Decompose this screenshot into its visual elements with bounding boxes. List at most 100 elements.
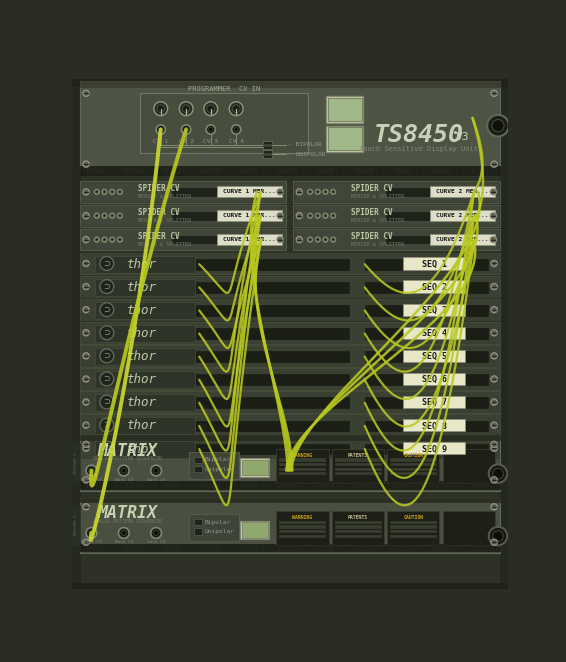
- Bar: [335, 534, 381, 537]
- Circle shape: [110, 189, 114, 194]
- Circle shape: [488, 465, 507, 483]
- Bar: [274, 482, 276, 489]
- Bar: [271, 545, 272, 551]
- Bar: [172, 236, 234, 244]
- Bar: [443, 545, 445, 551]
- Bar: [443, 166, 445, 174]
- Circle shape: [277, 213, 283, 219]
- Circle shape: [118, 465, 129, 476]
- Circle shape: [323, 189, 328, 194]
- Bar: [135, 166, 137, 174]
- Bar: [468, 482, 469, 489]
- Text: SEQ 7: SEQ 7: [422, 399, 447, 407]
- Text: CURVE 1 MER...: CURVE 1 MER...: [223, 213, 276, 218]
- Bar: [483, 166, 485, 174]
- Circle shape: [491, 504, 497, 510]
- Bar: [221, 482, 223, 489]
- Bar: [80, 368, 500, 390]
- Bar: [206, 166, 208, 174]
- Bar: [415, 482, 417, 489]
- Text: ANALOG PATTERN SEQUENCER: ANALOG PATTERN SEQUENCER: [93, 455, 162, 461]
- Bar: [163, 545, 165, 551]
- Bar: [129, 482, 131, 489]
- Bar: [335, 472, 381, 475]
- Bar: [332, 545, 334, 551]
- Bar: [108, 545, 109, 551]
- Bar: [283, 482, 285, 489]
- Bar: [195, 328, 349, 339]
- Bar: [422, 545, 423, 551]
- Circle shape: [104, 214, 105, 216]
- Bar: [465, 166, 466, 174]
- Text: TRIGGER 1: TRIGGER 1: [74, 452, 78, 473]
- Circle shape: [233, 105, 240, 113]
- Bar: [342, 166, 343, 174]
- Bar: [261, 166, 263, 174]
- Text: SEQ 1: SEQ 1: [422, 260, 447, 269]
- Bar: [456, 545, 457, 551]
- Bar: [203, 482, 204, 489]
- Bar: [283, 166, 285, 174]
- Bar: [228, 166, 229, 174]
- Bar: [82, 392, 499, 412]
- Bar: [246, 482, 248, 489]
- Bar: [376, 166, 377, 174]
- Bar: [140, 93, 308, 154]
- Bar: [289, 545, 291, 551]
- Bar: [360, 482, 362, 489]
- Bar: [175, 545, 177, 551]
- Bar: [172, 188, 234, 196]
- Bar: [108, 166, 109, 174]
- Bar: [231, 545, 232, 551]
- Bar: [185, 545, 186, 551]
- Bar: [95, 545, 97, 551]
- Bar: [111, 545, 112, 551]
- Bar: [286, 545, 288, 551]
- Circle shape: [111, 191, 113, 193]
- Bar: [403, 545, 405, 551]
- Text: CURVE 1 MER...: CURVE 1 MER...: [223, 237, 276, 242]
- Bar: [80, 438, 500, 459]
- Bar: [437, 166, 439, 174]
- Bar: [212, 482, 214, 489]
- Text: CAUTION: CAUTION: [403, 515, 423, 520]
- Circle shape: [83, 236, 89, 243]
- Bar: [403, 326, 465, 339]
- Circle shape: [491, 442, 497, 448]
- Bar: [217, 187, 282, 197]
- Bar: [320, 482, 321, 489]
- Circle shape: [119, 214, 121, 216]
- Bar: [400, 545, 402, 551]
- Bar: [390, 472, 436, 475]
- Bar: [499, 482, 500, 489]
- Bar: [338, 482, 340, 489]
- Circle shape: [206, 125, 216, 134]
- Bar: [72, 583, 508, 589]
- Bar: [160, 482, 161, 489]
- Bar: [274, 545, 276, 551]
- Bar: [157, 482, 158, 489]
- Bar: [447, 166, 448, 174]
- Bar: [391, 166, 392, 174]
- Bar: [234, 166, 235, 174]
- Bar: [335, 458, 381, 461]
- Bar: [477, 482, 479, 489]
- Bar: [388, 482, 389, 489]
- Bar: [365, 305, 488, 316]
- Bar: [200, 545, 201, 551]
- Bar: [397, 482, 398, 489]
- Bar: [82, 277, 499, 297]
- Bar: [471, 482, 473, 489]
- Bar: [471, 545, 473, 551]
- Circle shape: [118, 528, 129, 538]
- Bar: [252, 545, 254, 551]
- Text: Bipolar: Bipolar: [204, 520, 231, 525]
- Bar: [413, 482, 414, 489]
- Bar: [486, 545, 488, 551]
- Text: CURVE 1 MER...: CURVE 1 MER...: [223, 189, 276, 195]
- Bar: [279, 463, 325, 465]
- Bar: [443, 512, 495, 545]
- Bar: [151, 482, 152, 489]
- Bar: [148, 545, 149, 551]
- Bar: [500, 79, 508, 589]
